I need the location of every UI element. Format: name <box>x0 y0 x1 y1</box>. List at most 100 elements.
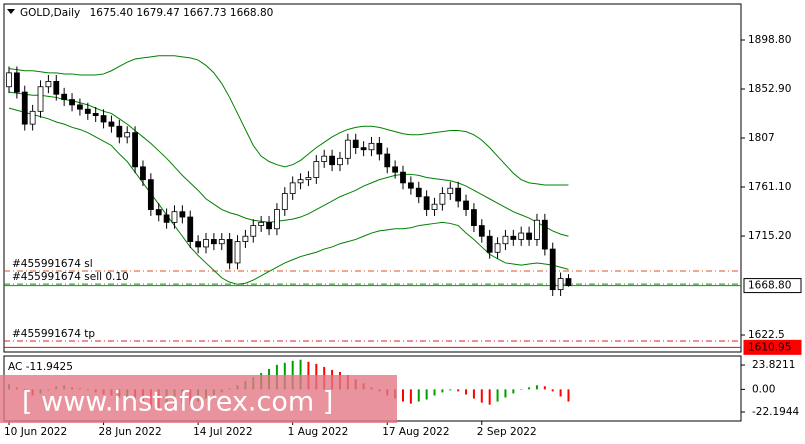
candle-body <box>297 179 304 184</box>
x-tick-label: 2 Sep 2022 <box>477 426 537 438</box>
candle-body <box>163 214 170 223</box>
x-tick-label: 10 Jun 2022 <box>4 426 67 438</box>
band-line <box>8 91 569 237</box>
candle-body <box>549 248 556 291</box>
candle-body <box>29 110 36 125</box>
band-line <box>8 107 569 285</box>
y-tick-label: 0.00 <box>752 383 775 395</box>
y-tick-label: 23.8211 <box>752 359 795 371</box>
ac-bar <box>559 389 562 397</box>
candle-body <box>510 235 517 240</box>
y-tick-label: 1761.10 <box>748 181 791 193</box>
ac-bar <box>449 389 452 391</box>
candle-body <box>61 93 68 100</box>
ac-bar <box>535 385 538 390</box>
price-tag-label: 1610.95 <box>748 341 791 353</box>
candle-body <box>132 132 138 168</box>
menu-triangle <box>7 9 15 14</box>
candle-body <box>274 209 280 230</box>
order-label: #455991674 sell 0.10 <box>12 271 129 283</box>
candle-body <box>565 278 572 286</box>
candle-body <box>179 211 186 218</box>
candle-body <box>384 153 391 168</box>
candle-body <box>84 108 91 114</box>
candle-body <box>337 157 343 166</box>
candle-body <box>557 278 564 291</box>
overlay: [ www.instaforex.com ] <box>0 375 397 423</box>
ac-bar <box>543 386 546 390</box>
ac-bar <box>512 389 515 394</box>
candle-body <box>526 232 532 240</box>
ac-bar <box>409 389 412 404</box>
candle-body <box>423 196 430 210</box>
candle-body <box>305 177 312 181</box>
candle-body <box>478 225 485 237</box>
ac-bar <box>299 359 302 390</box>
ac-bar <box>465 389 468 395</box>
candle-body <box>195 241 202 248</box>
ac-bar <box>425 389 428 400</box>
candle-body <box>266 221 272 230</box>
candle-body <box>329 155 335 166</box>
candle-body <box>407 182 414 189</box>
candle-body <box>147 179 154 210</box>
candle-body <box>447 187 454 194</box>
y-tick-label: 1807 <box>748 132 775 144</box>
candle-body <box>502 235 509 245</box>
x-tick-label: 28 Jun 2022 <box>99 426 162 438</box>
candle-body <box>218 239 225 245</box>
candle-body <box>21 91 28 125</box>
candle-body <box>13 72 20 93</box>
candle-body <box>155 209 162 216</box>
candle-body <box>258 221 265 226</box>
ac-bar <box>528 387 531 390</box>
ac-bar <box>520 389 523 390</box>
candle-body <box>439 193 446 205</box>
ac-bar <box>402 389 404 402</box>
chart-header: GOLD,Daily 1675.40 1679.47 1667.73 1668.… <box>20 7 273 19</box>
ac-bar <box>551 389 554 392</box>
y-tick-label: 1715.20 <box>748 230 791 242</box>
ac-bar <box>441 389 444 393</box>
candle-body <box>376 142 383 155</box>
y-tick-label: 1852.90 <box>748 83 791 95</box>
x-tick-label: 1 Aug 2022 <box>288 426 349 438</box>
watermark: [ www.instaforex.com ] <box>22 387 333 418</box>
symbol: GOLD,Daily <box>20 7 80 19</box>
candle-body <box>92 113 99 116</box>
candle-body <box>124 132 131 138</box>
price-tag <box>743 278 802 294</box>
candle-body <box>242 235 249 242</box>
y-tick-label: 1622.5 <box>748 329 785 341</box>
order-label: #455991674 tp <box>12 328 95 340</box>
candle-body <box>321 155 328 162</box>
candle-body <box>116 125 123 138</box>
ac-bar <box>504 389 507 398</box>
ac-bar <box>457 389 460 392</box>
candle-body <box>77 104 83 110</box>
candle-body <box>69 99 75 106</box>
candle-body <box>486 235 493 253</box>
candle-body <box>140 166 146 181</box>
indicator-header: AC -11.9425 <box>8 361 73 373</box>
candle-body <box>352 139 359 149</box>
y-tick-label: 1898.80 <box>748 34 791 46</box>
candle-body <box>281 193 288 210</box>
candle-body <box>108 121 115 127</box>
ohlc: 1679.47 <box>136 7 179 19</box>
candle-body <box>360 147 367 151</box>
candle-body <box>226 239 233 264</box>
plot: 1898.80 1852.90 1807 1761.10 1715.20 1622.5 10… <box>4 34 802 438</box>
candle-body <box>45 81 52 88</box>
ac-bar <box>480 389 483 403</box>
ac-bar <box>488 389 491 405</box>
candle-body <box>463 200 469 210</box>
candle-body <box>203 239 209 248</box>
candle-body <box>368 142 375 151</box>
candle-body <box>250 225 257 237</box>
candle-body <box>313 161 320 178</box>
candle-body <box>431 203 438 210</box>
candle-body <box>415 187 422 198</box>
